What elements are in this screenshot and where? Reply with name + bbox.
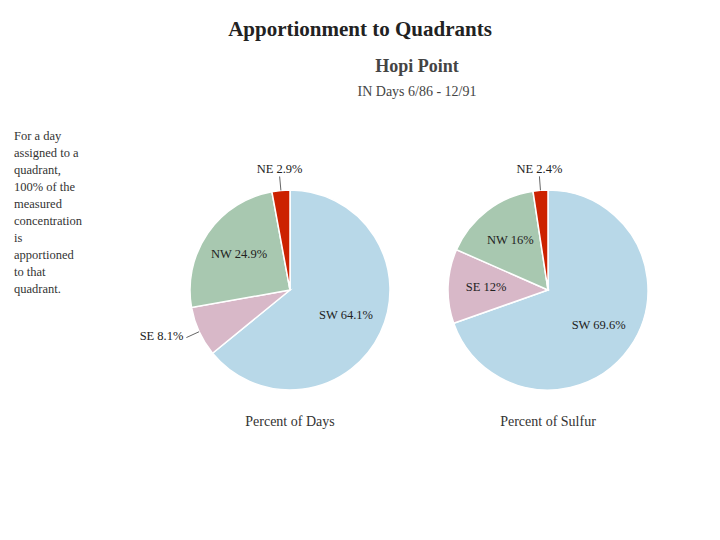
pie-slice: [454, 190, 648, 390]
annotation: For a day assigned to a quadrant, 100% of t…: [14, 129, 83, 296]
pie-slice: [456, 191, 548, 290]
data-label: NW 16%: [487, 233, 534, 247]
title: Apportionment to Quadrants: [228, 17, 492, 41]
label-leader: [280, 176, 281, 190]
annotation-line: quadrant.: [14, 282, 61, 296]
annotation-line: quadrant,: [14, 163, 61, 177]
subtitle: IN Days 6/86 - 12/91: [358, 84, 477, 99]
annotation-line: to that: [14, 265, 46, 279]
chart-root: Apportionment to Quadrants Hopi Point IN D…: [0, 0, 720, 540]
subtitle: Hopi Point: [375, 56, 459, 76]
pie-title: Percent of Sulfur: [500, 414, 596, 429]
pie-chart: [190, 190, 390, 390]
pie-chart: [448, 190, 648, 390]
annotation-line: assigned to a: [14, 146, 79, 160]
data-label: SE 12%: [466, 280, 507, 294]
data-label: NW 24.9%: [211, 247, 267, 261]
data-labels: SW 69.6% SE 12% NW 16% NE 2.4%: [466, 162, 626, 331]
background: [0, 0, 720, 540]
pie-slice: [272, 190, 290, 290]
annotation-line: apportioned: [14, 248, 74, 262]
data-label: SW 64.1%: [319, 308, 373, 322]
label-leader: [186, 332, 199, 338]
annotation-line: concentration: [14, 214, 83, 228]
data-labels: SW 64.1% SE 8.1% NW 24.9% NE 2.9%: [140, 162, 373, 343]
data-label: SE 8.1%: [140, 329, 184, 343]
annotation-line: 100% of the: [14, 180, 76, 194]
annotation-line: measured: [14, 197, 63, 211]
pie-slice: [533, 190, 548, 290]
annotation-line: For a day: [14, 129, 62, 143]
label-leader: [539, 176, 540, 190]
annotation-line: is: [14, 231, 22, 245]
pie-title: Percent of Days: [245, 414, 334, 429]
data-label: SW 69.6%: [572, 318, 626, 332]
data-label: NE 2.9%: [257, 162, 303, 176]
data-label: NE 2.4%: [516, 162, 562, 176]
